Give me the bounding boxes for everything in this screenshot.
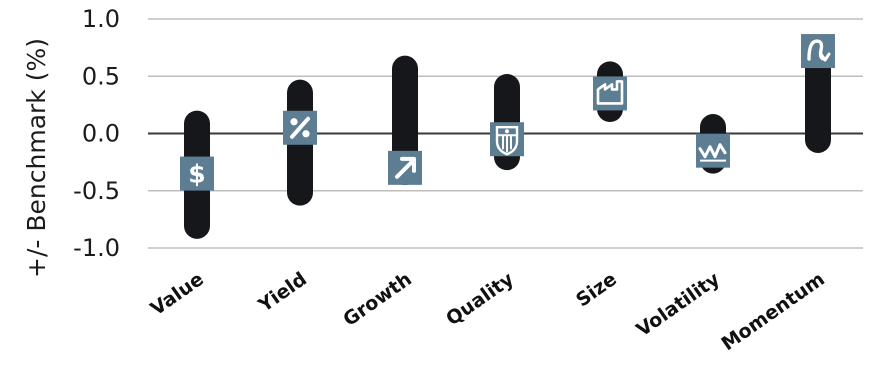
category-label-size: Size [572,268,621,311]
marker-quality [490,122,524,157]
quality-badge-icon [495,126,519,156]
marker-size [593,76,627,111]
category-label-yield: Yield [254,268,311,317]
percent-icon [290,116,310,139]
marker-yield [283,110,317,145]
y-axis-ticks: 1.0 0.5 0.0 -0.5 -1.0 [73,5,120,262]
volatility-zigzag-icon [698,143,727,162]
dollar-icon: $ [188,160,205,189]
category-label-growth: Growth [339,268,416,331]
marker-volatility [696,133,730,168]
momentum-icon [807,39,831,62]
y-tick-label: 0.5 [82,62,120,90]
y-tick-label: 1.0 [82,5,120,33]
y-tick-label: 0.0 [82,120,120,148]
marker-momentum [801,34,835,69]
category-labels: Value Yield Growth Quality Size VolatilityMom… [147,268,829,356]
value-markers: $ [180,34,835,191]
category-label-value: Value [147,268,208,320]
marker-value: $ [180,156,214,191]
category-label-quality: Quality [442,268,518,331]
growth-arrow-icon [395,156,416,179]
y-tick-label: -1.0 [73,234,120,262]
svg-text:$: $ [188,160,205,189]
factory-icon [596,80,624,105]
marker-growth [388,150,422,185]
range-bar-momentum [805,46,831,153]
category-label-momentum: Momentum [717,268,828,355]
y-tick-label: -0.5 [73,177,120,205]
category-label-volatility: Volatility [632,268,724,342]
y-axis-title: +/- Benchmark (%) [22,38,51,278]
